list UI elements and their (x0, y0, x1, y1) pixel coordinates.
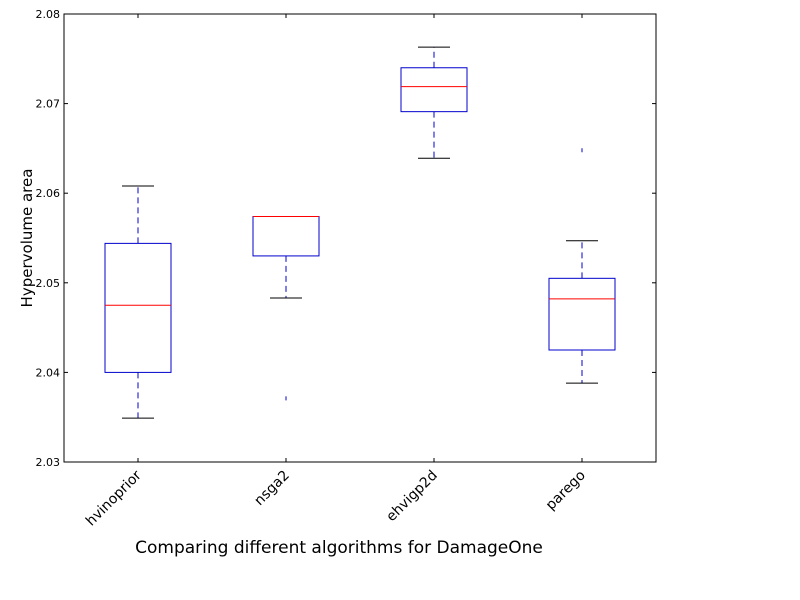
box-group-ehvigp2d (400, 46, 468, 159)
y-tick-label: 2.03 (36, 456, 61, 469)
box-group-nsga2 (252, 215, 320, 401)
box-group-parego (548, 148, 616, 384)
box-body (104, 242, 172, 373)
box-body (548, 277, 616, 351)
y-axis-title: Hypervolume area (18, 169, 36, 308)
box-body (400, 67, 468, 113)
y-tick-label: 2.08 (36, 8, 61, 21)
x-tick-label: ehvigp2d (383, 468, 440, 525)
chart-title: Comparing different algorithms for Damag… (135, 538, 543, 558)
y-axis: 2.03 2.04 2.05 2.06 2.07 2.08 (36, 8, 656, 469)
x-tick-label: hvinoprior (83, 467, 145, 529)
y-tick-label: 2.06 (36, 187, 61, 200)
plot-area (63, 13, 657, 463)
y-tick-label: 2.07 (36, 98, 61, 111)
box-group-hvinoprior (104, 185, 172, 419)
y-tick-label: 2.04 (36, 366, 61, 379)
x-tick-label: nsga2 (251, 468, 292, 509)
x-tick-label: parego (543, 468, 589, 514)
box-marks (104, 46, 616, 419)
y-tick-label: 2.05 (36, 277, 61, 290)
